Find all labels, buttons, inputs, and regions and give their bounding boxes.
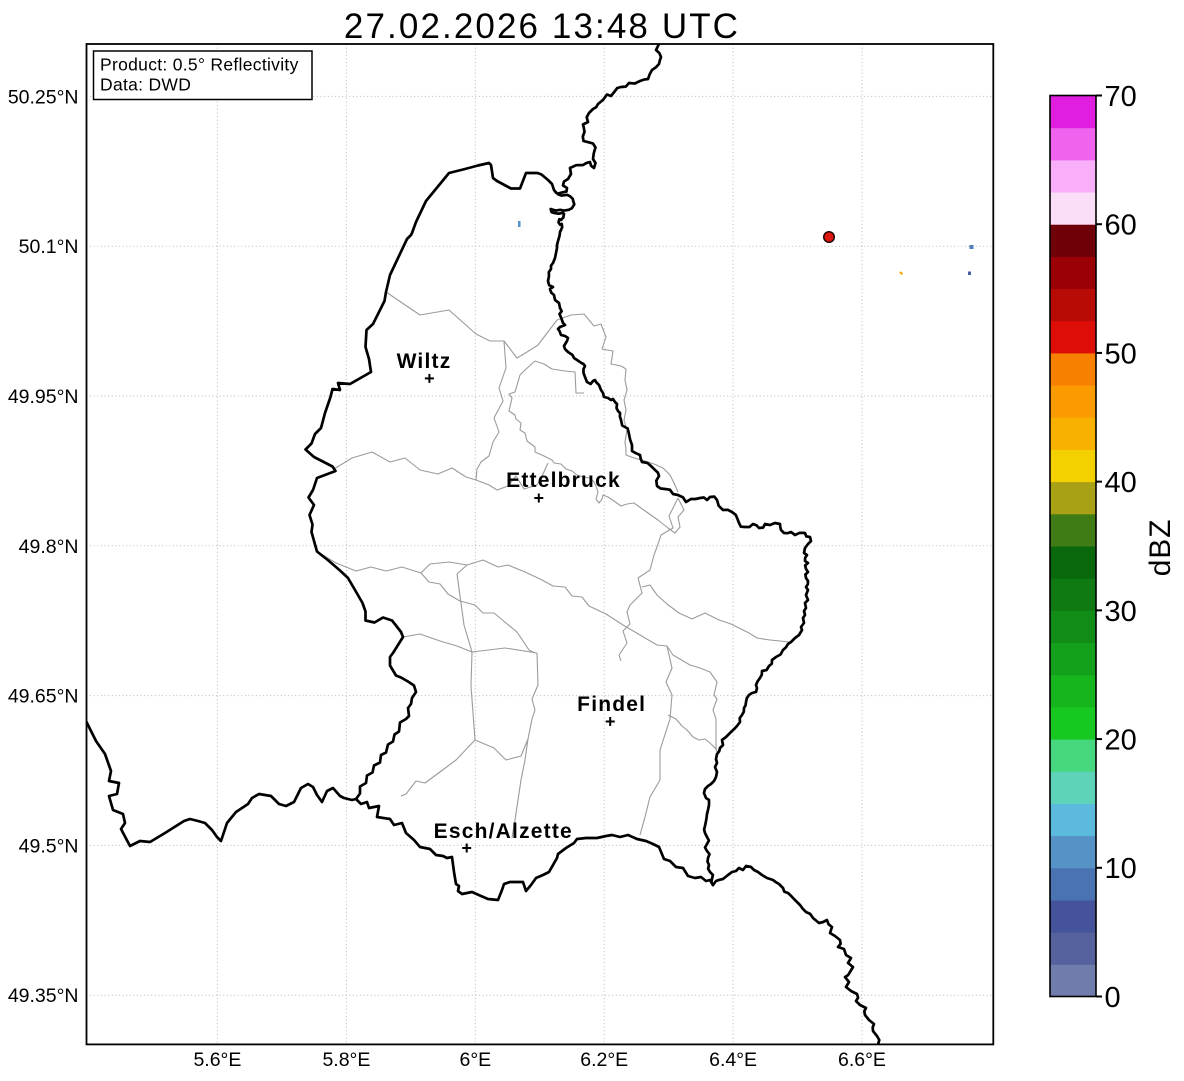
svg-text:dBZ: dBZ <box>1144 519 1177 576</box>
svg-text:Wiltz: Wiltz <box>397 350 452 373</box>
svg-text:50.25°N: 50.25°N <box>8 86 79 108</box>
svg-text:5.6°E: 5.6°E <box>193 1049 241 1071</box>
svg-text:49.65°N: 49.65°N <box>8 686 79 708</box>
svg-text:0: 0 <box>1105 982 1121 1014</box>
svg-text:70: 70 <box>1105 81 1137 113</box>
svg-text:Product: 0.5° Reflectivity: Product: 0.5° Reflectivity <box>100 55 299 75</box>
svg-text:60: 60 <box>1105 210 1137 242</box>
svg-text:Ettelbruck: Ettelbruck <box>506 469 621 492</box>
svg-text:Data: DWD: Data: DWD <box>100 75 191 95</box>
svg-text:Findel: Findel <box>577 693 646 716</box>
svg-text:49.5°N: 49.5°N <box>19 835 79 857</box>
svg-text:6.6°E: 6.6°E <box>838 1049 886 1071</box>
svg-text:49.95°N: 49.95°N <box>8 386 79 408</box>
svg-text:6.2°E: 6.2°E <box>580 1049 628 1071</box>
svg-text:6.4°E: 6.4°E <box>709 1049 757 1071</box>
svg-text:49.35°N: 49.35°N <box>8 985 79 1007</box>
svg-text:10: 10 <box>1105 853 1137 885</box>
svg-text:40: 40 <box>1105 467 1137 499</box>
svg-text:27.02.2026 13:48 UTC: 27.02.2026 13:48 UTC <box>344 7 740 46</box>
svg-text:49.8°N: 49.8°N <box>19 536 79 558</box>
svg-text:5.8°E: 5.8°E <box>322 1049 370 1071</box>
svg-text:50: 50 <box>1105 338 1137 370</box>
svg-text:30: 30 <box>1105 596 1137 628</box>
svg-text:6°E: 6°E <box>459 1049 491 1071</box>
svg-text:Esch/Alzette: Esch/Alzette <box>434 820 573 843</box>
svg-text:50.1°N: 50.1°N <box>19 236 79 258</box>
svg-text:20: 20 <box>1105 724 1137 756</box>
